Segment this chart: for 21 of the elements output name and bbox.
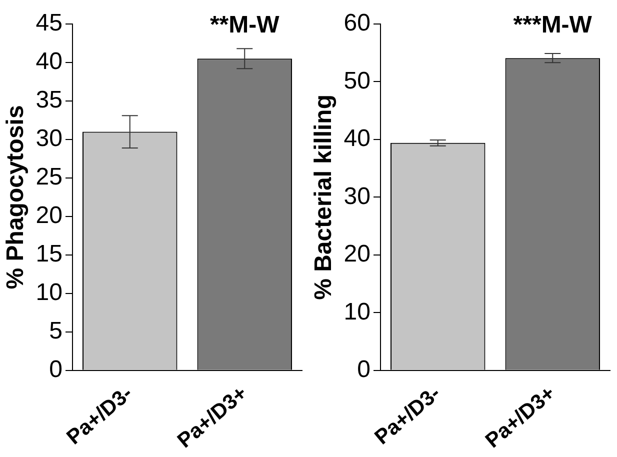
y-tick-label: 0 <box>357 356 370 384</box>
y-tick-label: 5 <box>49 318 62 345</box>
y-tick-label: 60 <box>344 10 370 37</box>
y-tick-label: 35 <box>36 86 62 114</box>
y-tick-label: 30 <box>344 182 370 210</box>
y-tick-label: 10 <box>344 298 370 326</box>
y-tick-label: 20 <box>36 202 62 230</box>
y-tick-label: 50 <box>344 67 370 94</box>
annotation: **M-W <box>210 12 280 39</box>
y-tick-label: 0 <box>49 356 62 384</box>
y-tick-label: 10 <box>36 279 62 306</box>
annotation: ***M-W <box>513 12 592 39</box>
y-axis-title: % Bacterial killing <box>310 94 338 300</box>
y-tick-label: 45 <box>36 10 62 37</box>
y-tick-label: 25 <box>36 164 62 191</box>
y-tick-label: 15 <box>36 240 62 268</box>
y-axis-title: % Phagocytosis <box>2 105 30 290</box>
y-tick-label: 40 <box>36 48 62 76</box>
y-tick-label: 40 <box>344 125 370 152</box>
y-tick-label: 30 <box>36 125 62 152</box>
y-tick-label: 20 <box>344 240 370 268</box>
